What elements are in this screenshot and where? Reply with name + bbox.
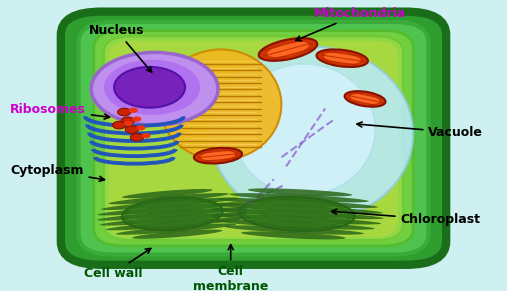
Ellipse shape — [201, 151, 235, 160]
Ellipse shape — [225, 226, 364, 235]
Ellipse shape — [106, 218, 244, 230]
Text: Chloroplast: Chloroplast — [332, 209, 481, 226]
Ellipse shape — [241, 231, 346, 239]
Circle shape — [129, 108, 138, 113]
Text: Mitochondria: Mitochondria — [296, 7, 407, 41]
Ellipse shape — [108, 193, 229, 204]
Circle shape — [118, 108, 131, 116]
Ellipse shape — [212, 203, 383, 214]
FancyBboxPatch shape — [94, 31, 413, 246]
Text: Nucleus: Nucleus — [89, 24, 152, 72]
Ellipse shape — [316, 49, 368, 67]
Text: Cell
membrane: Cell membrane — [193, 245, 268, 291]
Circle shape — [130, 134, 143, 141]
Ellipse shape — [324, 53, 360, 64]
Ellipse shape — [210, 214, 381, 225]
Ellipse shape — [233, 64, 375, 195]
Circle shape — [132, 116, 141, 122]
Ellipse shape — [101, 198, 239, 210]
Ellipse shape — [238, 197, 355, 231]
Ellipse shape — [209, 209, 384, 219]
Ellipse shape — [116, 223, 236, 235]
Ellipse shape — [97, 202, 245, 215]
Ellipse shape — [350, 94, 380, 104]
Ellipse shape — [128, 201, 216, 227]
Circle shape — [125, 126, 138, 133]
Ellipse shape — [247, 188, 352, 196]
Text: Vacuole: Vacuole — [357, 122, 483, 139]
Circle shape — [136, 125, 146, 130]
Ellipse shape — [132, 230, 223, 239]
Ellipse shape — [210, 47, 413, 221]
Ellipse shape — [219, 198, 378, 208]
Circle shape — [141, 133, 151, 138]
Ellipse shape — [345, 91, 385, 107]
Ellipse shape — [122, 198, 223, 230]
Ellipse shape — [259, 38, 317, 61]
Ellipse shape — [97, 207, 248, 221]
Text: Ribosomes: Ribosomes — [10, 103, 110, 119]
Circle shape — [104, 60, 200, 115]
Text: Cytoplasm: Cytoplasm — [10, 164, 104, 181]
Ellipse shape — [160, 49, 281, 160]
Ellipse shape — [100, 212, 247, 226]
Ellipse shape — [194, 148, 242, 164]
Ellipse shape — [245, 200, 348, 228]
Text: Cell wall: Cell wall — [84, 249, 151, 280]
Circle shape — [124, 121, 133, 126]
Ellipse shape — [215, 220, 375, 230]
Ellipse shape — [267, 42, 309, 57]
FancyBboxPatch shape — [104, 36, 403, 240]
Ellipse shape — [229, 193, 369, 202]
FancyBboxPatch shape — [61, 12, 446, 265]
Circle shape — [91, 52, 218, 125]
FancyBboxPatch shape — [79, 22, 428, 255]
FancyBboxPatch shape — [109, 41, 398, 237]
Ellipse shape — [122, 189, 212, 198]
Circle shape — [114, 67, 185, 108]
Circle shape — [113, 121, 126, 129]
Circle shape — [121, 117, 134, 125]
